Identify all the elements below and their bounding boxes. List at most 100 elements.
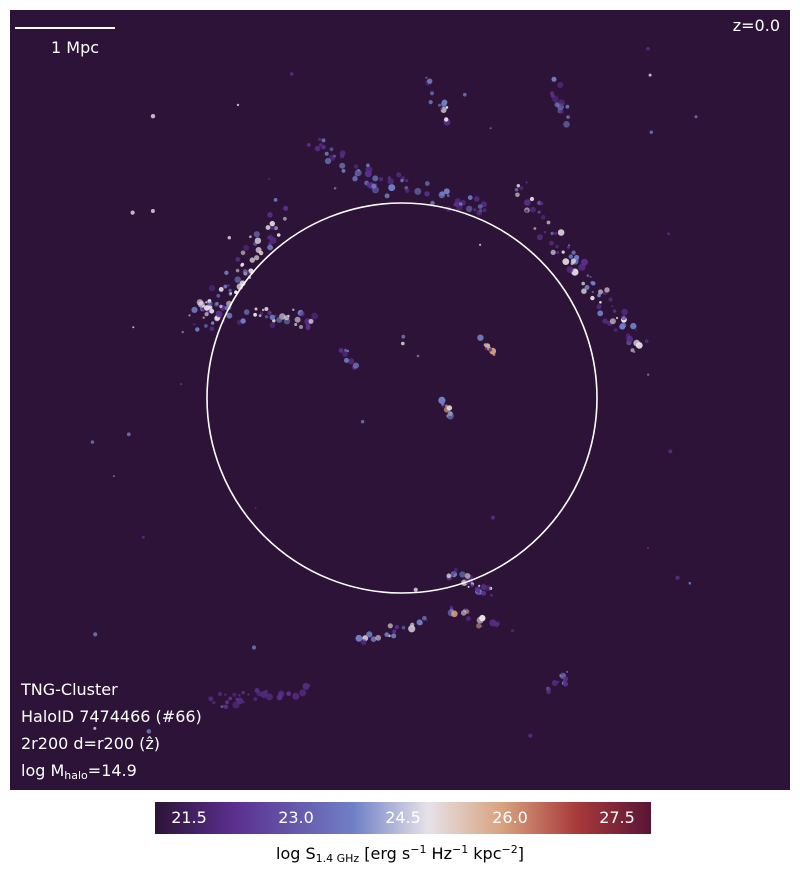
emission-clump xyxy=(567,114,570,117)
emission-clump xyxy=(441,101,447,108)
emission-clump xyxy=(261,308,265,312)
emission-clump xyxy=(232,692,237,697)
emission-clump xyxy=(591,290,594,294)
emission-clump xyxy=(529,196,535,202)
emission-clump xyxy=(384,632,390,637)
emission-point xyxy=(289,72,294,76)
emission-point xyxy=(180,383,182,385)
emission-clump xyxy=(191,306,198,313)
emission-clump xyxy=(299,325,303,329)
emission-clump xyxy=(550,231,554,235)
emission-clump xyxy=(549,91,555,96)
emission-clump xyxy=(352,362,359,369)
emission-point xyxy=(112,475,115,478)
emission-clump xyxy=(482,208,487,213)
emission-clump xyxy=(269,314,275,320)
emission-clump xyxy=(224,270,229,275)
emission-clump xyxy=(209,326,215,332)
radio-emission-map: 1 Mpc z=0.0 TNG-Cluster HaloID 7474466 (… xyxy=(10,10,790,790)
emission-point xyxy=(132,326,135,329)
emission-clump xyxy=(235,268,240,273)
emission-point xyxy=(413,587,418,592)
emission-clump xyxy=(212,701,216,705)
emission-clump xyxy=(563,681,569,687)
emission-point xyxy=(668,449,673,454)
emission-clump xyxy=(568,244,571,247)
emission-clump xyxy=(554,232,557,235)
emission-clump xyxy=(466,616,471,621)
emission-point xyxy=(463,92,467,97)
emission-clump xyxy=(269,237,277,244)
emission-clump xyxy=(308,684,311,687)
emission-clump xyxy=(324,158,332,165)
emission-point xyxy=(93,632,98,637)
emission-point xyxy=(254,507,257,509)
emission-clump xyxy=(525,181,528,184)
emission-clump xyxy=(224,693,227,696)
emission-clump xyxy=(536,234,543,241)
emission-clump xyxy=(615,316,619,320)
emission-clump xyxy=(249,235,252,238)
emission-clump xyxy=(204,305,210,311)
emission-clump xyxy=(589,275,592,278)
emission-clump xyxy=(459,571,466,578)
emission-clump xyxy=(525,209,529,213)
emission-clump xyxy=(635,328,638,331)
emission-clump xyxy=(563,676,569,682)
emission-clump xyxy=(202,316,205,319)
emission-clump xyxy=(560,672,563,676)
emission-clump xyxy=(360,639,367,645)
emission-clump xyxy=(438,103,441,107)
emission-clump xyxy=(405,179,409,183)
emission-clump xyxy=(453,201,459,207)
emission-point xyxy=(126,432,131,437)
emission-clump xyxy=(388,184,396,192)
emission-clump xyxy=(476,210,482,216)
r200-circle xyxy=(206,202,598,594)
emission-clump xyxy=(216,293,221,298)
emission-clump xyxy=(635,342,643,349)
emission-clump xyxy=(373,187,379,193)
emission-point xyxy=(416,354,420,358)
emission-clump xyxy=(364,170,372,178)
emission-point xyxy=(205,301,208,304)
emission-clump xyxy=(470,584,474,587)
emission-clump xyxy=(446,412,454,420)
emission-clump xyxy=(254,255,260,261)
emission-clump xyxy=(311,312,318,320)
emission-clump xyxy=(305,324,311,329)
emission-point xyxy=(539,201,544,206)
emission-clump xyxy=(208,696,214,702)
emission-clump xyxy=(371,183,377,189)
emission-clump xyxy=(366,163,370,168)
emission-clump xyxy=(247,693,250,696)
emission-clump xyxy=(581,281,585,286)
emission-clump xyxy=(370,636,377,642)
emission-clump xyxy=(550,249,556,255)
emission-clump xyxy=(329,147,334,152)
emission-clump xyxy=(353,164,359,169)
scalebar-label: 1 Mpc xyxy=(51,38,100,57)
emission-point xyxy=(648,73,652,77)
emission-clump xyxy=(255,247,262,253)
emission-clump xyxy=(608,297,613,302)
emission-clump xyxy=(302,682,310,690)
emission-clump xyxy=(196,299,204,306)
emission-point xyxy=(688,581,692,585)
emission-clump xyxy=(283,205,289,211)
emission-clump xyxy=(446,194,450,198)
emission-clump xyxy=(254,237,262,244)
emission-point xyxy=(646,546,650,550)
emission-clump xyxy=(551,680,558,686)
emission-clump xyxy=(267,212,273,218)
emission-clump xyxy=(292,692,300,700)
emission-point xyxy=(528,733,533,738)
emission-clump xyxy=(644,339,649,344)
info-line-haloid: HaloID 7474466 (#66) xyxy=(21,707,202,726)
emission-clump xyxy=(204,312,209,317)
emission-clump xyxy=(476,616,484,624)
colorbar: 21.5 23.0 24.5 26.0 27.5 xyxy=(155,802,651,834)
emission-clump xyxy=(208,285,216,292)
emission-clump xyxy=(590,281,594,285)
emission-clump xyxy=(565,104,570,109)
